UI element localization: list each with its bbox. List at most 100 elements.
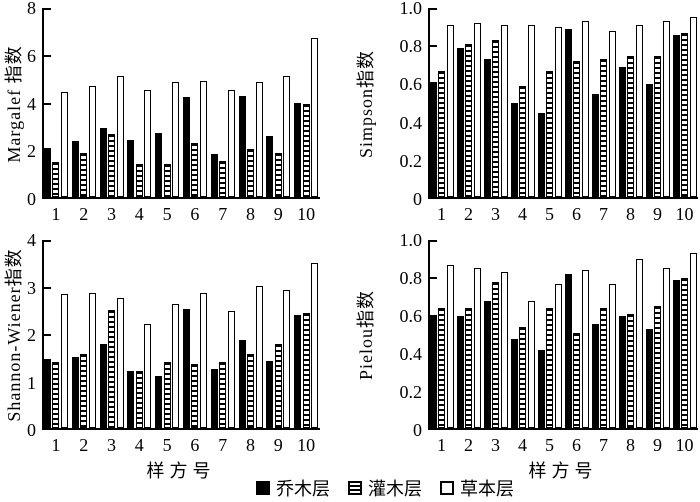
shannon_wiener-xcat-label: 6 [190, 435, 200, 455]
margalef-bar-乔木层 [266, 136, 274, 197]
pielou-bar-灌木层 [492, 281, 499, 428]
simpson-bar-乔木层 [591, 93, 599, 197]
shannon_wiener-xcat-label: 10 [297, 435, 316, 455]
simpson-xcat-label: 10 [675, 204, 694, 224]
margalef-bar-乔木层 [71, 140, 79, 197]
shannon_wiener-bar-乔木层 [294, 315, 302, 428]
legend: 乔木层 灌木层 草本层 [70, 475, 700, 501]
margalef-bar-草本层 [88, 85, 96, 197]
pielou-bar-草本层 [689, 253, 697, 428]
pielou-bar-灌木层 [627, 314, 634, 428]
shannon_wiener-bar-草本层 [116, 297, 124, 428]
margalef-ytick [44, 102, 51, 105]
simpson-bar-灌木层 [465, 44, 472, 197]
pielou-bar-草本层 [554, 283, 562, 428]
shannon_wiener-bar-灌木层 [219, 362, 227, 428]
pielou-bar-乔木层 [564, 274, 572, 428]
shannon_wiener-bar-草本层 [199, 292, 207, 428]
margalef-xcat-label: 9 [273, 204, 283, 224]
simpson-bar-灌木层 [519, 86, 526, 197]
pielou-x-axis-title: 样方号 [528, 461, 598, 481]
simpson-bar-灌木层 [573, 61, 580, 197]
simpson-xcat-label: 2 [464, 204, 473, 224]
margalef-ytick [44, 8, 51, 10]
shannon_wiener-bar-草本层 [283, 289, 291, 428]
simpson-xcat-label: 8 [626, 204, 635, 224]
margalef-plot [42, 8, 320, 199]
simpson-xcat-label: 3 [491, 204, 500, 224]
margalef-bar-灌木层 [135, 163, 143, 197]
pielou-xcat-label: 5 [545, 435, 554, 455]
shannon_wiener-bar-草本层 [311, 263, 319, 428]
pielou-bar-灌木层 [600, 308, 607, 428]
shannon_wiener-plot [42, 240, 320, 430]
shannon_wiener-bar-灌木层 [80, 354, 88, 428]
pielou-bar-草本层 [635, 258, 643, 428]
pielou-plot [428, 240, 698, 430]
pielou-ytick-label: 0 [413, 420, 422, 440]
simpson-bar-灌木层 [627, 55, 634, 197]
pielou-bar-草本层 [608, 283, 616, 428]
shannon_wiener-bar-灌木层 [52, 362, 60, 428]
pielou-xcat-label: 1 [437, 435, 446, 455]
margalef-xcat-label: 6 [190, 204, 200, 224]
simpson-ytick [430, 45, 437, 48]
shannon_wiener-xcat-label: 5 [162, 435, 172, 455]
margalef-xcat-label: 5 [162, 204, 172, 224]
shannon_wiener-bar-乔木层 [99, 343, 107, 428]
legend-item-shrub-layer: 灌木层 [348, 475, 422, 501]
shannon_wiener-bar-乔木层 [43, 359, 51, 428]
simpson-bar-灌木层 [681, 32, 688, 197]
margalef-bar-灌木层 [219, 161, 227, 197]
simpson-xcat-label: 9 [653, 204, 662, 224]
margalef-bar-乔木层 [238, 95, 246, 197]
simpson-ytick-label: 0.8 [399, 36, 423, 57]
pielou-xcat-label: 3 [491, 435, 500, 455]
pielou-bar-灌木层 [573, 333, 580, 428]
shannon_wiener-ytick-label: 0 [27, 420, 36, 440]
simpson-ytick-label: 0 [413, 189, 422, 209]
pielou-bar-草本层 [500, 272, 508, 428]
pielou-y-axis-title: Pielou指数 [356, 289, 376, 381]
margalef-xcat-label: 8 [246, 204, 255, 224]
shannon_wiener-bar-灌木层 [135, 371, 143, 428]
margalef-xcat-label: 1 [51, 204, 61, 224]
simpson-bar-草本层 [473, 23, 481, 197]
simpson-ytick-label: 0.2 [399, 150, 423, 171]
margalef-bar-乔木层 [155, 132, 163, 197]
pielou-bar-灌木层 [465, 308, 472, 428]
pielou-ytick [430, 240, 437, 242]
pielou-bar-乔木层 [645, 329, 653, 428]
margalef-bar-草本层 [60, 91, 68, 197]
margalef-bar-乔木层 [182, 96, 190, 197]
pielou-bar-灌木层 [546, 308, 553, 428]
shannon_wiener-bar-灌木层 [191, 363, 199, 428]
pielou-xcat-label: 7 [599, 435, 608, 455]
legend-item-tree-layer: 乔木层 [256, 475, 330, 501]
simpson-xcat-label: 5 [545, 204, 554, 224]
simpson-bar-草本层 [554, 27, 562, 197]
pielou-ytick-label: 1.0 [399, 230, 423, 250]
margalef-bar-草本层 [172, 82, 180, 197]
margalef-bar-乔木层 [127, 139, 135, 197]
margalef-bar-草本层 [255, 82, 263, 197]
margalef-bar-草本层 [311, 38, 319, 197]
pielou-bar-草本层 [581, 270, 589, 428]
pielou-bar-乔木层 [456, 315, 464, 428]
pielou-bar-乔木层 [483, 300, 491, 428]
margalef-ytick-label: 4 [27, 93, 36, 114]
margalef-ytick [44, 54, 51, 57]
pielou-bar-草本层 [446, 264, 454, 428]
pielou-bar-草本层 [473, 268, 481, 428]
shannon_wiener-bar-草本层 [60, 293, 68, 428]
shannon_wiener-bar-灌木层 [302, 313, 310, 428]
shannon_wiener-x-axis-title: 样方号 [146, 461, 216, 481]
simpson-bar-草本层 [446, 25, 454, 197]
simpson-xcat-label: 4 [518, 204, 527, 224]
margalef-bar-草本层 [144, 89, 152, 197]
pielou-bar-乔木层 [618, 315, 626, 428]
pielou-bar-灌木层 [681, 277, 688, 428]
margalef-bar-草本层 [227, 89, 235, 197]
shannon_wiener-xcat-label: 4 [134, 435, 144, 455]
pielou-bar-乔木层 [672, 279, 680, 428]
